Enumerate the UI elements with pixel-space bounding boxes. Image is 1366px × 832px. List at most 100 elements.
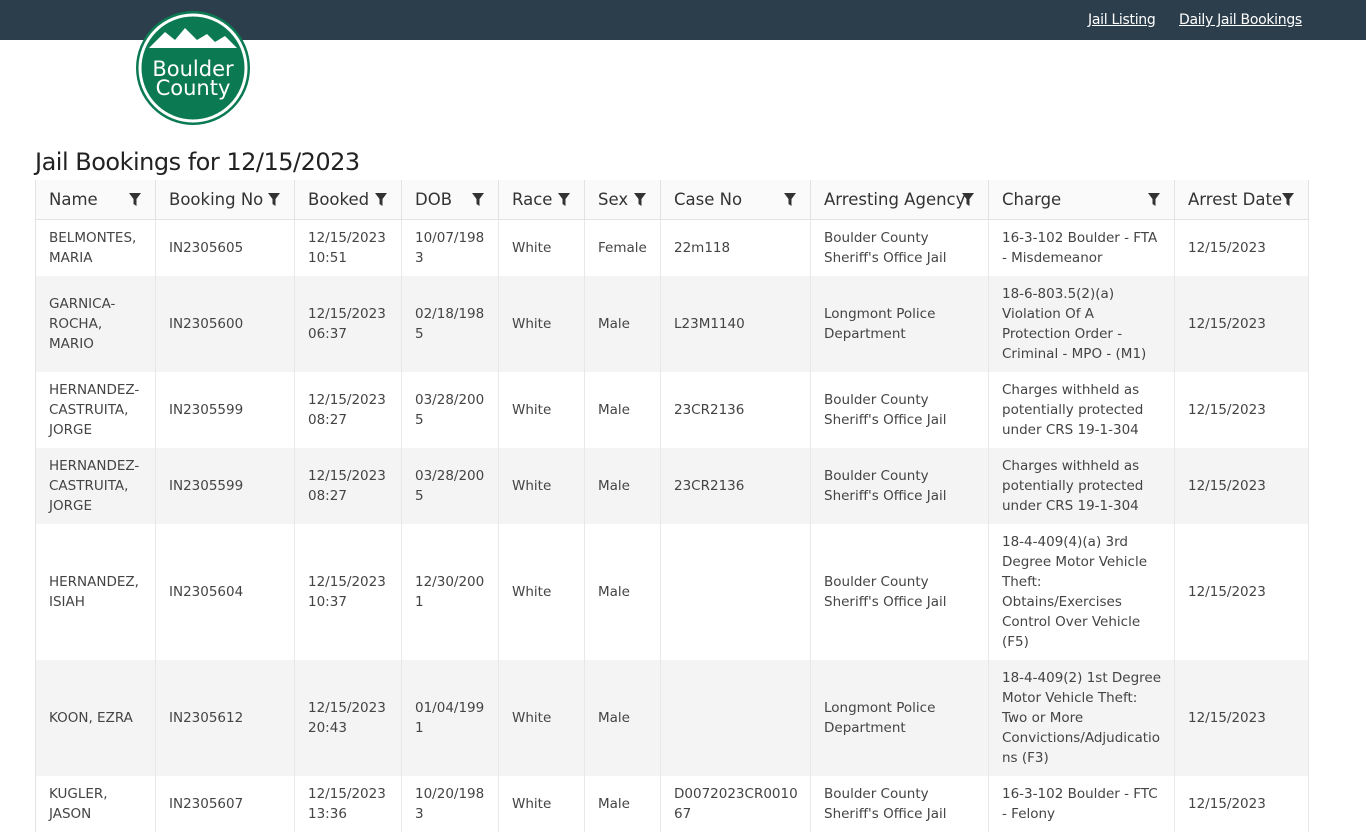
table-cell: Male [584,524,661,660]
table-cell: Male [584,448,661,524]
filter-icon[interactable] [962,193,974,206]
table-row: HERNANDEZ-CASTRUITA, JORGE IN2305599 12/15… [35,448,1309,524]
table-cell: IN2305607 [155,776,295,832]
table-cell: 10/07/1983 [401,219,499,276]
table-cell: Longmont Police Department [810,276,989,372]
table-cell: Male [584,776,661,832]
table-cell: L23M1140 [660,276,811,372]
table-cell: White [498,219,585,276]
table-cell: Male [584,372,661,448]
column-header[interactable]: Case No [660,180,811,220]
filter-icon[interactable] [472,193,484,206]
table-cell: White [498,524,585,660]
filter-icon[interactable] [268,193,280,206]
table-cell: White [498,276,585,372]
table-cell: 23CR2136 [660,372,811,448]
table-cell: KUGLER, JASON [35,776,156,832]
table-cell: 01/04/1991 [401,660,499,776]
table-cell: KOON, EZRA [35,660,156,776]
filter-icon[interactable] [1148,193,1160,206]
column-header[interactable]: Arresting Agency [810,180,989,220]
filter-icon[interactable] [1282,193,1294,206]
table-cell: 12/15/2023 [1174,524,1309,660]
table-row: HERNANDEZ-CASTRUITA, JORGE IN2305599 12/15… [35,372,1309,448]
filter-icon[interactable] [558,193,570,206]
table-cell: 23CR2136 [660,448,811,524]
table-cell: Longmont Police Department [810,660,989,776]
table-row: KOON, EZRA IN2305612 12/15/2023 20:43 01/04… [35,660,1309,776]
table-cell: Boulder County Sheriff's Office Jail [810,372,989,448]
table-row: HERNANDEZ, ISIAH IN2305604 12/15/2023 10:3… [35,524,1309,660]
table-cell: IN2305604 [155,524,295,660]
filter-icon[interactable] [375,193,387,206]
table-cell: Charges withheld as potentially protecte… [988,448,1175,524]
table-row: KUGLER, JASON IN2305607 12/15/2023 13:36 10… [35,776,1309,832]
table-cell: 12/15/2023 10:37 [294,524,402,660]
table-cell: 12/15/2023 [1174,660,1309,776]
table-cell: White [498,448,585,524]
table-cell: 03/28/2005 [401,448,499,524]
table-cell: White [498,372,585,448]
table-cell: 12/15/2023 [1174,448,1309,524]
table-cell: IN2305599 [155,372,295,448]
table-cell: 12/15/2023 06:37 [294,276,402,372]
table-cell: 12/15/2023 [1174,776,1309,832]
filter-icon[interactable] [634,193,646,206]
nav-link[interactable]: Jail Listing [1088,12,1156,28]
table-cell: White [498,776,585,832]
table-cell: White [498,660,585,776]
table-cell: Charges withheld as potentially protecte… [988,372,1175,448]
column-header[interactable]: DOB [401,180,499,220]
table-cell: 16-3-102 Boulder - FTC - Felony [988,776,1175,832]
table-cell [660,660,811,776]
table-cell: IN2305599 [155,448,295,524]
table-cell: 10/20/1983 [401,776,499,832]
table-cell: HERNANDEZ-CASTRUITA, JORGE [35,372,156,448]
table-cell: 12/15/2023 10:51 [294,219,402,276]
table-row: GARNICA-ROCHA, MARIO IN2305600 12/15/2023 … [35,276,1309,372]
table-cell: HERNANDEZ-CASTRUITA, JORGE [35,448,156,524]
table-cell: Male [584,276,661,372]
table-cell: 18-4-409(2) 1st Degree Motor Vehicle The… [988,660,1175,776]
table-cell: 12/30/2001 [401,524,499,660]
table-cell: Boulder County Sheriff's Office Jail [810,524,989,660]
table-cell: 16-3-102 Boulder - FTA - Misdemeanor [988,219,1175,276]
logo-text: County [156,76,231,100]
table-cell: 12/15/2023 [1174,372,1309,448]
table-row: BELMONTES, MARIA IN2305605 12/15/2023 10:5… [35,219,1309,276]
table-cell: IN2305605 [155,219,295,276]
table-cell: 02/18/1985 [401,276,499,372]
page-title: Jail Bookings for 12/15/2023 [35,148,360,176]
filter-icon[interactable] [784,193,796,206]
table-cell: Boulder County Sheriff's Office Jail [810,448,989,524]
table-cell: IN2305600 [155,276,295,372]
table-cell: IN2305612 [155,660,295,776]
table-cell: BELMONTES, MARIA [35,219,156,276]
bookings-table: Name Booking No Booked DOB Race Sex Case No Arr… [35,180,1309,832]
column-header[interactable]: Booked [294,180,402,220]
table-cell: 12/15/2023 13:36 [294,776,402,832]
header-row: Name Booking No Booked DOB Race Sex Case No Arr… [35,180,1309,220]
table-cell: 18-6-803.5(2)(a) Violation Of A Protecti… [988,276,1175,372]
column-header[interactable]: Booking No [155,180,295,220]
table-cell: 12/15/2023 [1174,276,1309,372]
table-cell: D0072023CR001067 [660,776,811,832]
column-header[interactable]: Race [498,180,585,220]
logo[interactable]: Boulder County [135,10,253,128]
table-cell: 12/15/2023 08:27 [294,372,402,448]
column-header[interactable]: Arrest Date [1174,180,1309,220]
table-cell: 22m118 [660,219,811,276]
table-cell: HERNANDEZ, ISIAH [35,524,156,660]
table-cell: Female [584,219,661,276]
table-cell: Boulder County Sheriff's Office Jail [810,219,989,276]
column-header[interactable]: Sex [584,180,661,220]
column-header[interactable]: Name [35,180,156,220]
table-cell: 18-4-409(4)(a) 3rd Degree Motor Vehicle … [988,524,1175,660]
nav-link[interactable]: Daily Jail Bookings [1179,12,1302,28]
logo-text: Boulder [152,57,234,81]
filter-icon[interactable] [129,193,141,206]
column-header[interactable]: Charge [988,180,1175,220]
table-cell: 12/15/2023 08:27 [294,448,402,524]
